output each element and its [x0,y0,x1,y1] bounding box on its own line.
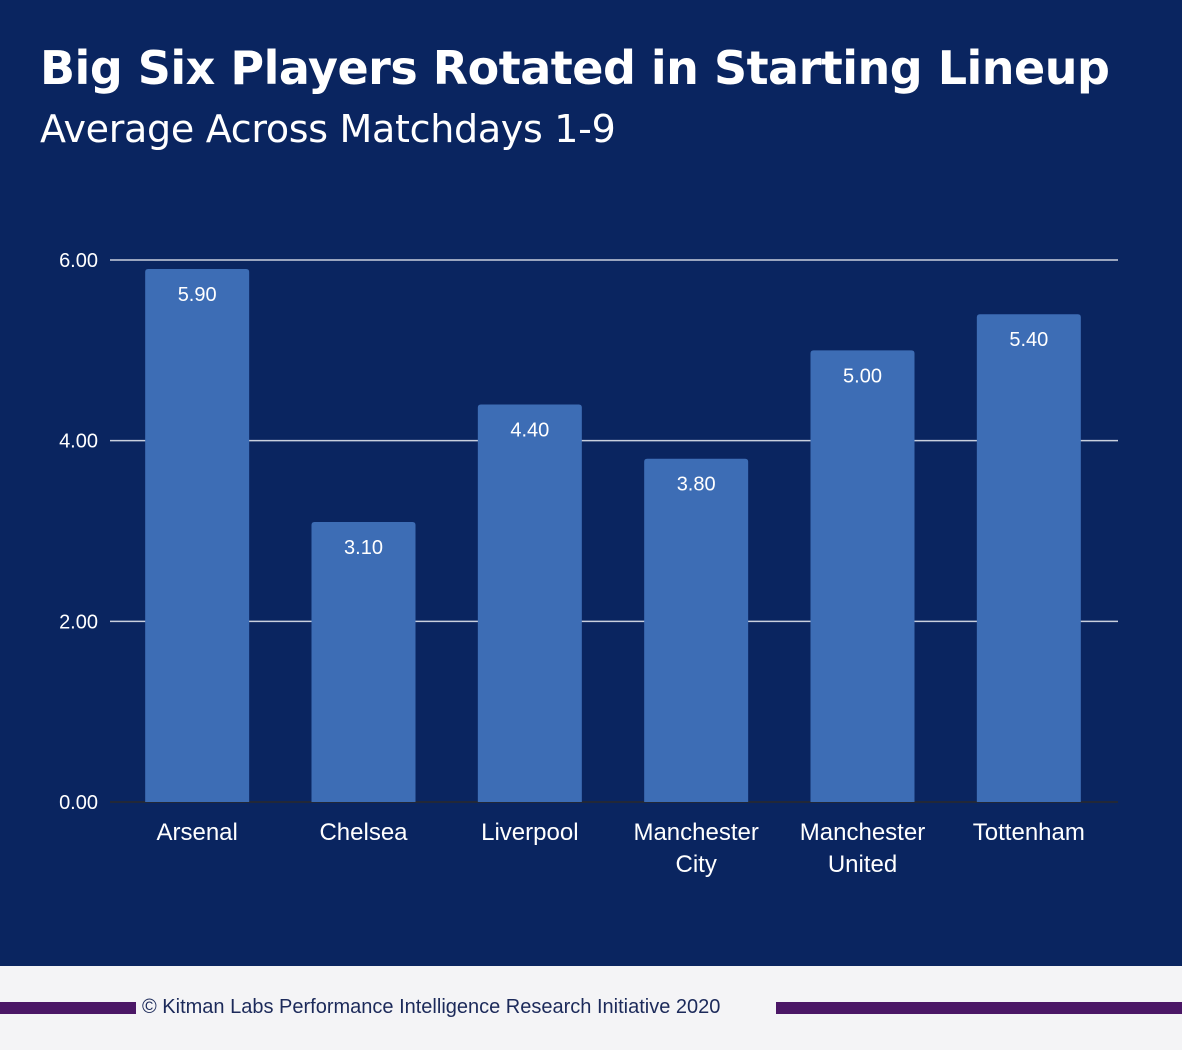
bar-value-label: 5.00 [843,365,882,387]
bar [477,404,582,802]
x-category-label: Manchester [633,819,758,846]
bar-value-label: 5.90 [178,284,217,306]
bar [976,314,1081,802]
footer-copyright: © Kitman Labs Performance Intelligence R… [142,996,721,1018]
footer-accent-bar-left [0,1002,136,1014]
x-category-label: Chelsea [319,819,408,846]
x-category-label: Arsenal [156,819,237,846]
gridlines [110,259,1118,803]
bar [145,269,250,802]
chart-title: Big Six Players Rotated in Starting Line… [40,41,1110,95]
bars [145,269,1081,802]
bar-chart: 0.00 2.00 4.00 6.00 5.90 Arsenal 3.10 Chelsea 4.… [59,250,1118,878]
bar [644,458,749,802]
labels: 0.00 2.00 4.00 6.00 5.90 Arsenal 3.10 Chelsea 4.… [59,250,1085,878]
bar-value-label: 3.10 [344,537,383,559]
bar [311,521,416,802]
x-category-label: Manchester [800,819,925,846]
y-tick-label: 2.00 [59,611,98,633]
bar [810,350,915,802]
bar-value-label: 4.40 [510,420,549,442]
y-tick-label: 6.00 [59,250,98,272]
x-category-label: United [828,851,897,878]
x-category-label: City [675,851,716,878]
x-category-label: Liverpool [481,819,578,846]
chart-subtitle: Average Across Matchdays 1-9 [40,107,616,151]
footer-accent-bar-right [776,1002,1182,1014]
bar-value-label: 3.80 [677,474,716,496]
x-category-label: Tottenham [973,819,1085,846]
chart-panel: Big Six Players Rotated in Starting Line… [0,0,1182,966]
y-tick-label: 0.00 [59,792,98,814]
y-tick-label: 4.00 [59,431,98,453]
bar-value-label: 5.40 [1009,329,1048,351]
